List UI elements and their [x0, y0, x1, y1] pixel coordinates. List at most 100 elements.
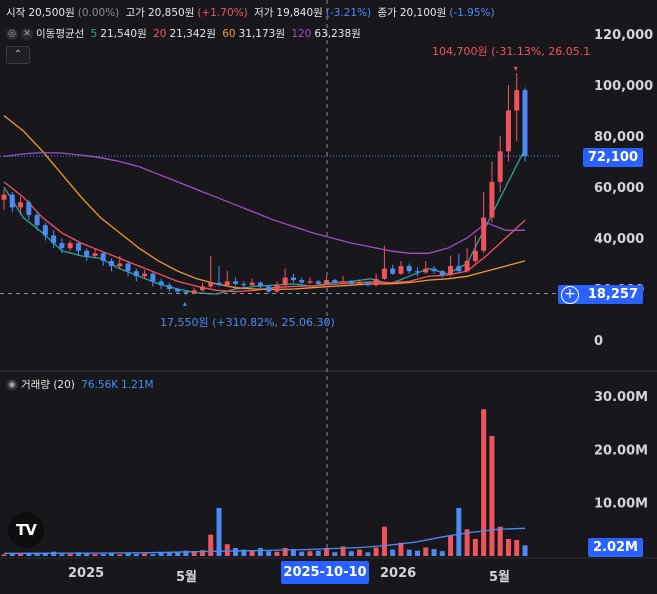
volume-bar	[158, 552, 164, 556]
volume-bar	[34, 553, 40, 556]
collapse-legend-button[interactable]: ⌃	[6, 46, 30, 64]
candle	[481, 217, 487, 251]
x-tick-label: 2025	[68, 566, 105, 581]
low-change: (-3.21%)	[325, 7, 372, 19]
candle	[26, 202, 32, 216]
crosshair-price-tag[interactable]: 18,257	[557, 285, 643, 304]
ma-line-5	[3, 148, 526, 295]
volume-bar	[299, 551, 305, 556]
candle	[191, 290, 197, 293]
price-tick-label: 120,000	[594, 28, 653, 43]
volume-bar	[125, 553, 131, 556]
candle	[406, 266, 412, 272]
volume-bar	[224, 544, 230, 556]
volume-bar	[315, 550, 321, 556]
candle	[431, 268, 437, 272]
candle	[34, 215, 40, 226]
candle	[348, 281, 354, 284]
volume-tick-label: 10.00M	[594, 497, 648, 512]
eye-slash-icon[interactable]: ◎	[6, 28, 18, 40]
candle	[1, 194, 7, 200]
high-marker: ▾	[514, 64, 518, 73]
volume-bar	[340, 546, 346, 556]
candle	[257, 282, 263, 287]
candle	[357, 282, 363, 284]
high-annotation: 104,700원 (-31.13%, 26.05.1	[432, 45, 591, 58]
ohlc-header: 시작 20,500원 (0.00%) 고가 20,850원 (+1.70%) 저가 19,…	[6, 5, 498, 20]
volume-bar	[92, 554, 98, 556]
volume-bar	[390, 549, 396, 556]
candle	[100, 253, 106, 261]
volume-bar	[406, 549, 412, 556]
ma-line-120	[3, 151, 525, 254]
volume-bar	[307, 551, 313, 556]
volume-bar	[373, 547, 379, 556]
volume-bar	[175, 551, 181, 556]
candle	[497, 151, 503, 182]
volume-bar	[67, 553, 73, 556]
candle	[75, 243, 81, 251]
candle	[290, 277, 296, 281]
candle	[117, 263, 123, 267]
eye-icon[interactable]: ◉	[6, 379, 18, 391]
candle	[150, 273, 156, 282]
volume-bar	[75, 552, 81, 556]
candle	[42, 225, 48, 236]
ma-20-value: 21,342원	[169, 28, 216, 40]
x-tick-label: 5월	[176, 570, 198, 585]
volume-value-2: 1.21M	[121, 379, 154, 391]
last-volume-tag: 2.02M	[587, 538, 643, 557]
open-change: (0.00%)	[77, 7, 120, 19]
volume-bar	[381, 526, 387, 556]
volume-bar	[439, 551, 445, 556]
ma-legend: ◎ ✕ 이동평균선 5 21,540원 20 21,342원 60 31,173원 120…	[6, 26, 364, 41]
volume-bar	[191, 551, 197, 556]
volume-bar	[84, 553, 90, 556]
volume-legend-title[interactable]: 거래량 (20)	[21, 379, 75, 391]
candle	[423, 268, 429, 273]
volume-bar	[233, 548, 239, 556]
candle	[51, 235, 57, 244]
price-tick-label: 100,000	[594, 79, 653, 94]
volume-bar	[241, 549, 247, 556]
volume-bar	[423, 547, 429, 556]
volume-bar	[26, 552, 32, 556]
volume-bar	[398, 542, 404, 556]
tradingview-logo[interactable]: TV	[8, 512, 44, 548]
volume-bar	[505, 538, 511, 556]
add-plus-icon[interactable]: +	[561, 286, 579, 304]
x-tick-label: 5월	[489, 570, 511, 585]
ma-5-period: 5	[90, 28, 98, 40]
volume-bar	[166, 552, 172, 556]
volume-tick-label: 20.00M	[594, 443, 648, 458]
volume-bar	[142, 553, 148, 556]
volume-bar	[42, 553, 48, 556]
candle	[373, 278, 379, 286]
volume-bar	[357, 549, 363, 556]
close-icon[interactable]: ✕	[21, 28, 33, 40]
volume-bar	[150, 554, 156, 556]
candle	[274, 285, 280, 292]
ma-120-period: 120	[291, 28, 312, 40]
volume-bar	[266, 551, 272, 556]
candle	[241, 283, 247, 286]
price-tick-label: 80,000	[594, 130, 644, 145]
ma-60-period: 60	[222, 28, 236, 40]
close-value: 20,100원	[399, 7, 447, 19]
candle	[282, 277, 288, 286]
candle	[109, 260, 114, 267]
volume-bar	[448, 535, 454, 556]
candle	[84, 250, 90, 256]
candle	[464, 260, 470, 272]
volume-bar	[109, 552, 114, 556]
ma-legend-title[interactable]: 이동평균선	[36, 28, 85, 40]
volume-bar	[497, 526, 503, 556]
low-marker: ▴	[183, 299, 187, 308]
volume-bar	[456, 508, 462, 556]
x-tick-label: 2026	[380, 566, 417, 581]
candle	[307, 281, 313, 283]
candle	[183, 291, 189, 293]
last-price-tag: 72,100	[582, 148, 643, 167]
